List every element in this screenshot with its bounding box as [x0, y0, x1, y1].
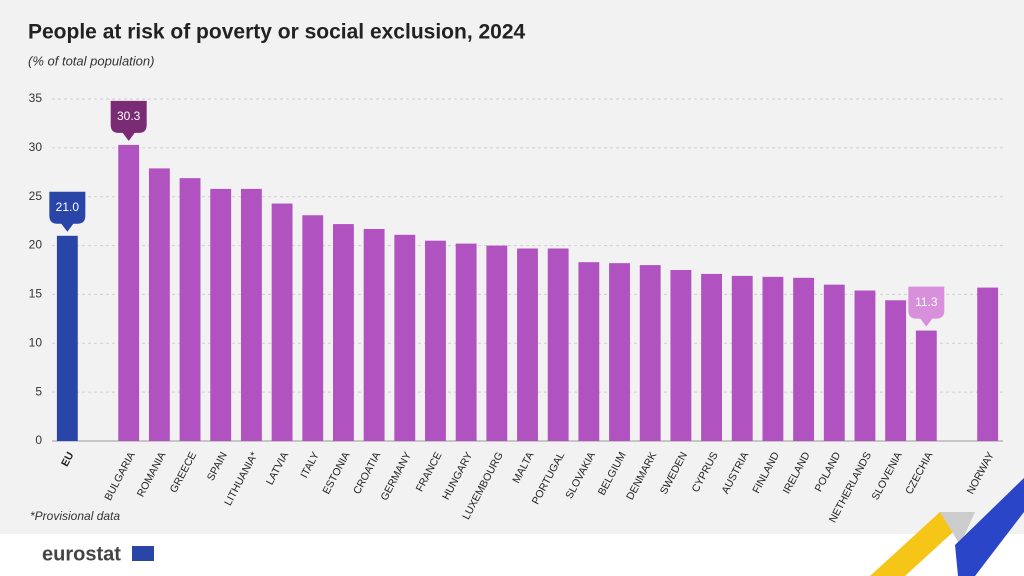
logo: eurostat — [42, 543, 121, 565]
value-label: 30.3 — [117, 109, 141, 123]
bar — [240, 188, 262, 441]
bar — [639, 265, 661, 441]
decor — [870, 512, 975, 576]
y-tick-label: 10 — [29, 335, 43, 349]
decor — [955, 478, 1024, 576]
bar — [578, 262, 600, 441]
bar — [547, 248, 569, 441]
subtitle: (% of total population) — [28, 53, 154, 68]
bar — [333, 224, 354, 441]
bar — [210, 188, 232, 441]
bar — [118, 144, 140, 441]
y-tick-label: 35 — [29, 91, 43, 105]
bar — [455, 243, 477, 441]
bar — [915, 330, 937, 441]
callout — [49, 191, 86, 232]
bar — [179, 178, 201, 442]
bar — [425, 240, 446, 441]
bar — [731, 275, 753, 441]
bar — [762, 276, 784, 441]
bar — [302, 215, 324, 441]
value-label: 21.0 — [56, 200, 80, 214]
bar — [885, 300, 907, 441]
footer — [0, 534, 1024, 576]
y-tick-label: 15 — [29, 287, 43, 301]
bar — [823, 284, 845, 441]
y-tick-label: 0 — [35, 433, 42, 447]
bar — [854, 290, 876, 441]
bar — [148, 168, 170, 441]
bar — [977, 287, 999, 441]
bar — [670, 270, 692, 441]
bar — [394, 234, 416, 441]
y-tick-label: 5 — [35, 384, 42, 398]
bar — [271, 203, 293, 441]
note: *Provisional data — [30, 509, 120, 523]
bar — [517, 248, 538, 441]
bar — [793, 277, 815, 441]
eu-flag — [132, 546, 154, 561]
background — [0, 0, 1024, 534]
decor — [940, 512, 975, 545]
callout — [908, 286, 945, 327]
y-tick-label: 20 — [29, 238, 43, 252]
callout — [110, 100, 147, 141]
bar — [609, 263, 630, 441]
value-label: 11.3 — [915, 295, 938, 309]
bar — [56, 235, 78, 441]
y-tick-label: 25 — [29, 189, 43, 203]
bar — [701, 273, 722, 441]
bar — [486, 245, 508, 441]
y-tick-label: 30 — [29, 140, 43, 154]
chart-title: People at risk of poverty or social excl… — [28, 21, 526, 44]
bar — [363, 228, 385, 441]
